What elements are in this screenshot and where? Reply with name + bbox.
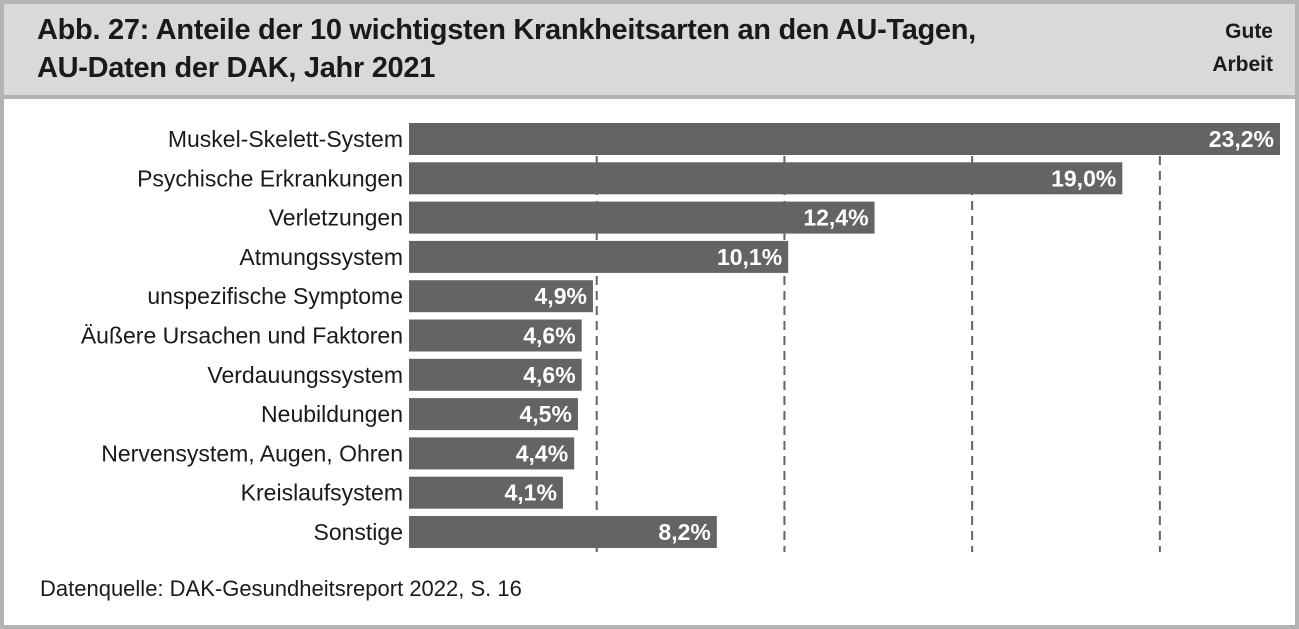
- bar: [409, 398, 578, 431]
- category-label: Verdauungssystem: [207, 362, 403, 388]
- category-label: Neubildungen: [261, 401, 403, 427]
- bar: [409, 358, 582, 391]
- value-label: 4,4%: [516, 440, 568, 466]
- category-label: Nervensystem, Augen, Ohren: [101, 440, 403, 466]
- value-label: 4,9%: [535, 283, 587, 309]
- category-label: Muskel-Skelett-System: [168, 126, 403, 152]
- category-label: unspezifische Symptome: [147, 283, 403, 309]
- category-label: Atmungssystem: [239, 244, 403, 270]
- category-label: Äußere Ursachen und Faktoren: [81, 323, 403, 349]
- value-label: 4,6%: [523, 323, 575, 349]
- data-source-note: Datenquelle: DAK-Gesundheitsreport 2022,…: [40, 576, 522, 601]
- bars: [409, 123, 1280, 548]
- category-label: Psychische Erkrankungen: [137, 165, 403, 191]
- value-label: 8,2%: [658, 519, 710, 545]
- bar: [409, 516, 717, 548]
- brand-label-line-2: Arbeit: [1212, 53, 1273, 76]
- bar: [409, 319, 582, 352]
- value-label: 19,0%: [1051, 165, 1116, 191]
- category-label: Verletzungen: [269, 205, 403, 231]
- figure-title-line-2: AU-Daten der DAK, Jahr 2021: [37, 52, 436, 84]
- bar: [409, 437, 575, 470]
- bar-chart: Muskel-Skelett-System Psychische Erkranku…: [81, 123, 1280, 552]
- category-labels: Muskel-Skelett-System Psychische Erkranku…: [81, 126, 403, 545]
- value-label: 10,1%: [717, 244, 782, 270]
- category-label: Kreislaufsystem: [241, 480, 403, 506]
- bar: [409, 476, 563, 509]
- category-label: Sonstige: [313, 519, 403, 545]
- value-label: 4,6%: [523, 362, 575, 388]
- bar: [409, 240, 789, 273]
- bar: [409, 280, 593, 313]
- value-labels: 23,2% 19,0% 12,4% 10,1% 4,9% 4,6% 4,6% 4,5% 4,4%…: [504, 126, 1274, 545]
- value-label: 4,5%: [520, 401, 572, 427]
- figure-header: Abb. 27: Anteile der 10 wichtigsten Kran…: [4, 4, 1295, 99]
- value-label: 4,1%: [504, 480, 556, 506]
- bar: [409, 162, 1123, 195]
- value-label: 12,4%: [803, 205, 868, 231]
- value-label: 23,2%: [1209, 126, 1274, 152]
- bar: [409, 123, 1280, 155]
- brand-label-line-1: Gute: [1225, 20, 1273, 43]
- figure-title-line-1: Abb. 27: Anteile der 10 wichtigsten Kran…: [37, 14, 976, 46]
- bar: [409, 201, 875, 234]
